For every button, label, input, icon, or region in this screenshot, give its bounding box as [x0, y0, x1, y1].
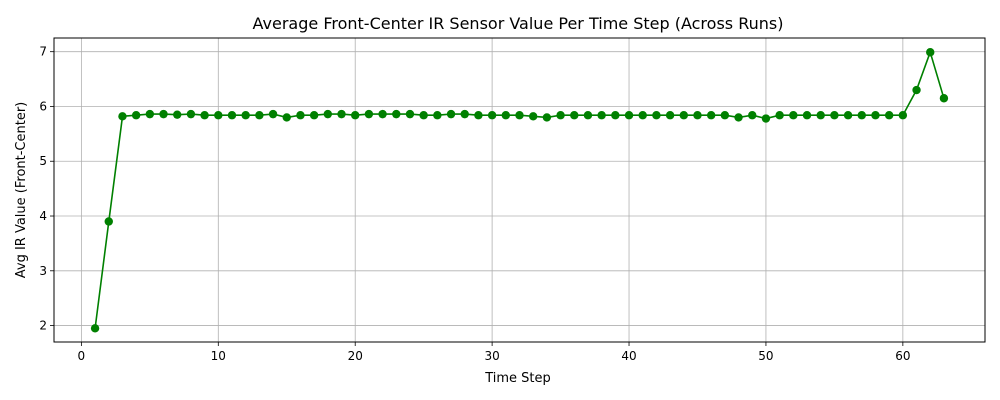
data-point — [775, 111, 784, 120]
data-point — [173, 110, 182, 119]
data-point — [255, 111, 264, 120]
data-point — [460, 109, 469, 119]
data-point — [378, 109, 387, 119]
data-point — [871, 111, 880, 120]
plot-frame — [53, 37, 986, 343]
data-point — [761, 114, 771, 123]
x-tick-label: 60 — [895, 349, 910, 363]
data-point — [282, 113, 291, 122]
data-point — [337, 109, 346, 119]
chart-title: Average Front-Center IR Sensor Value Per… — [253, 14, 784, 33]
data-point — [720, 111, 730, 120]
data-point — [748, 111, 757, 120]
data-point — [419, 111, 428, 120]
x-tick-label: 40 — [621, 349, 636, 363]
data-point — [583, 111, 593, 120]
data-point — [679, 111, 688, 120]
axis-ticks: 0 10 20 30 40 50 60 2 3 4 5 6 7 — [39, 45, 910, 363]
data-point — [131, 111, 141, 120]
data-point — [487, 111, 497, 120]
data-point — [200, 111, 209, 120]
data-point — [446, 109, 456, 119]
data-point — [405, 109, 415, 119]
y-axis-label: Avg IR Value (Front-Center) — [14, 102, 29, 279]
series-line — [94, 49, 945, 329]
data-series — [90, 48, 949, 333]
y-tick-label: 5 — [39, 154, 47, 168]
x-tick-label: 10 — [211, 349, 226, 363]
data-point — [159, 109, 168, 119]
data-point — [830, 111, 839, 120]
data-point — [309, 111, 319, 120]
data-point — [474, 111, 483, 120]
data-point — [597, 111, 606, 120]
data-point — [90, 324, 100, 333]
x-tick-label: 20 — [348, 349, 363, 363]
data-point — [693, 111, 702, 120]
data-point — [611, 111, 620, 120]
data-point — [104, 217, 113, 226]
data-point — [789, 111, 798, 120]
data-point — [706, 111, 716, 120]
data-point — [912, 85, 921, 95]
y-tick-label: 6 — [39, 99, 47, 113]
x-tick-label: 0 — [78, 349, 86, 363]
data-point — [926, 48, 935, 57]
data-point — [296, 111, 305, 120]
data-point — [624, 111, 634, 120]
data-point — [638, 111, 647, 120]
data-point — [241, 111, 250, 120]
y-tick-label: 7 — [39, 45, 47, 59]
data-point — [118, 112, 127, 121]
data-point — [433, 111, 442, 120]
y-tick-label: 2 — [39, 319, 47, 333]
x-tick-label: 50 — [758, 349, 773, 363]
data-point — [816, 111, 825, 120]
data-point — [351, 111, 360, 120]
data-point — [501, 111, 511, 120]
y-tick-label: 3 — [39, 264, 47, 278]
data-point — [802, 111, 812, 120]
data-point — [515, 111, 524, 120]
data-point — [556, 111, 565, 120]
data-point — [268, 109, 278, 119]
data-point — [214, 111, 223, 120]
data-point — [145, 109, 155, 119]
data-point — [392, 109, 401, 119]
data-point — [898, 111, 908, 120]
data-point — [186, 109, 196, 119]
data-point — [939, 94, 949, 103]
x-axis-label: Time Step — [484, 371, 551, 386]
data-point — [570, 111, 579, 120]
data-point — [734, 113, 743, 122]
data-point — [323, 109, 333, 119]
data-point — [528, 112, 538, 121]
data-point — [843, 111, 853, 120]
y-tick-label: 4 — [39, 209, 47, 223]
data-point — [665, 111, 675, 120]
data-point — [652, 111, 661, 120]
data-point — [857, 111, 866, 120]
data-point — [542, 113, 552, 122]
data-point — [364, 109, 374, 119]
data-point — [227, 111, 237, 120]
grid — [54, 38, 985, 342]
x-tick-label: 30 — [484, 349, 499, 363]
data-point — [884, 111, 894, 120]
